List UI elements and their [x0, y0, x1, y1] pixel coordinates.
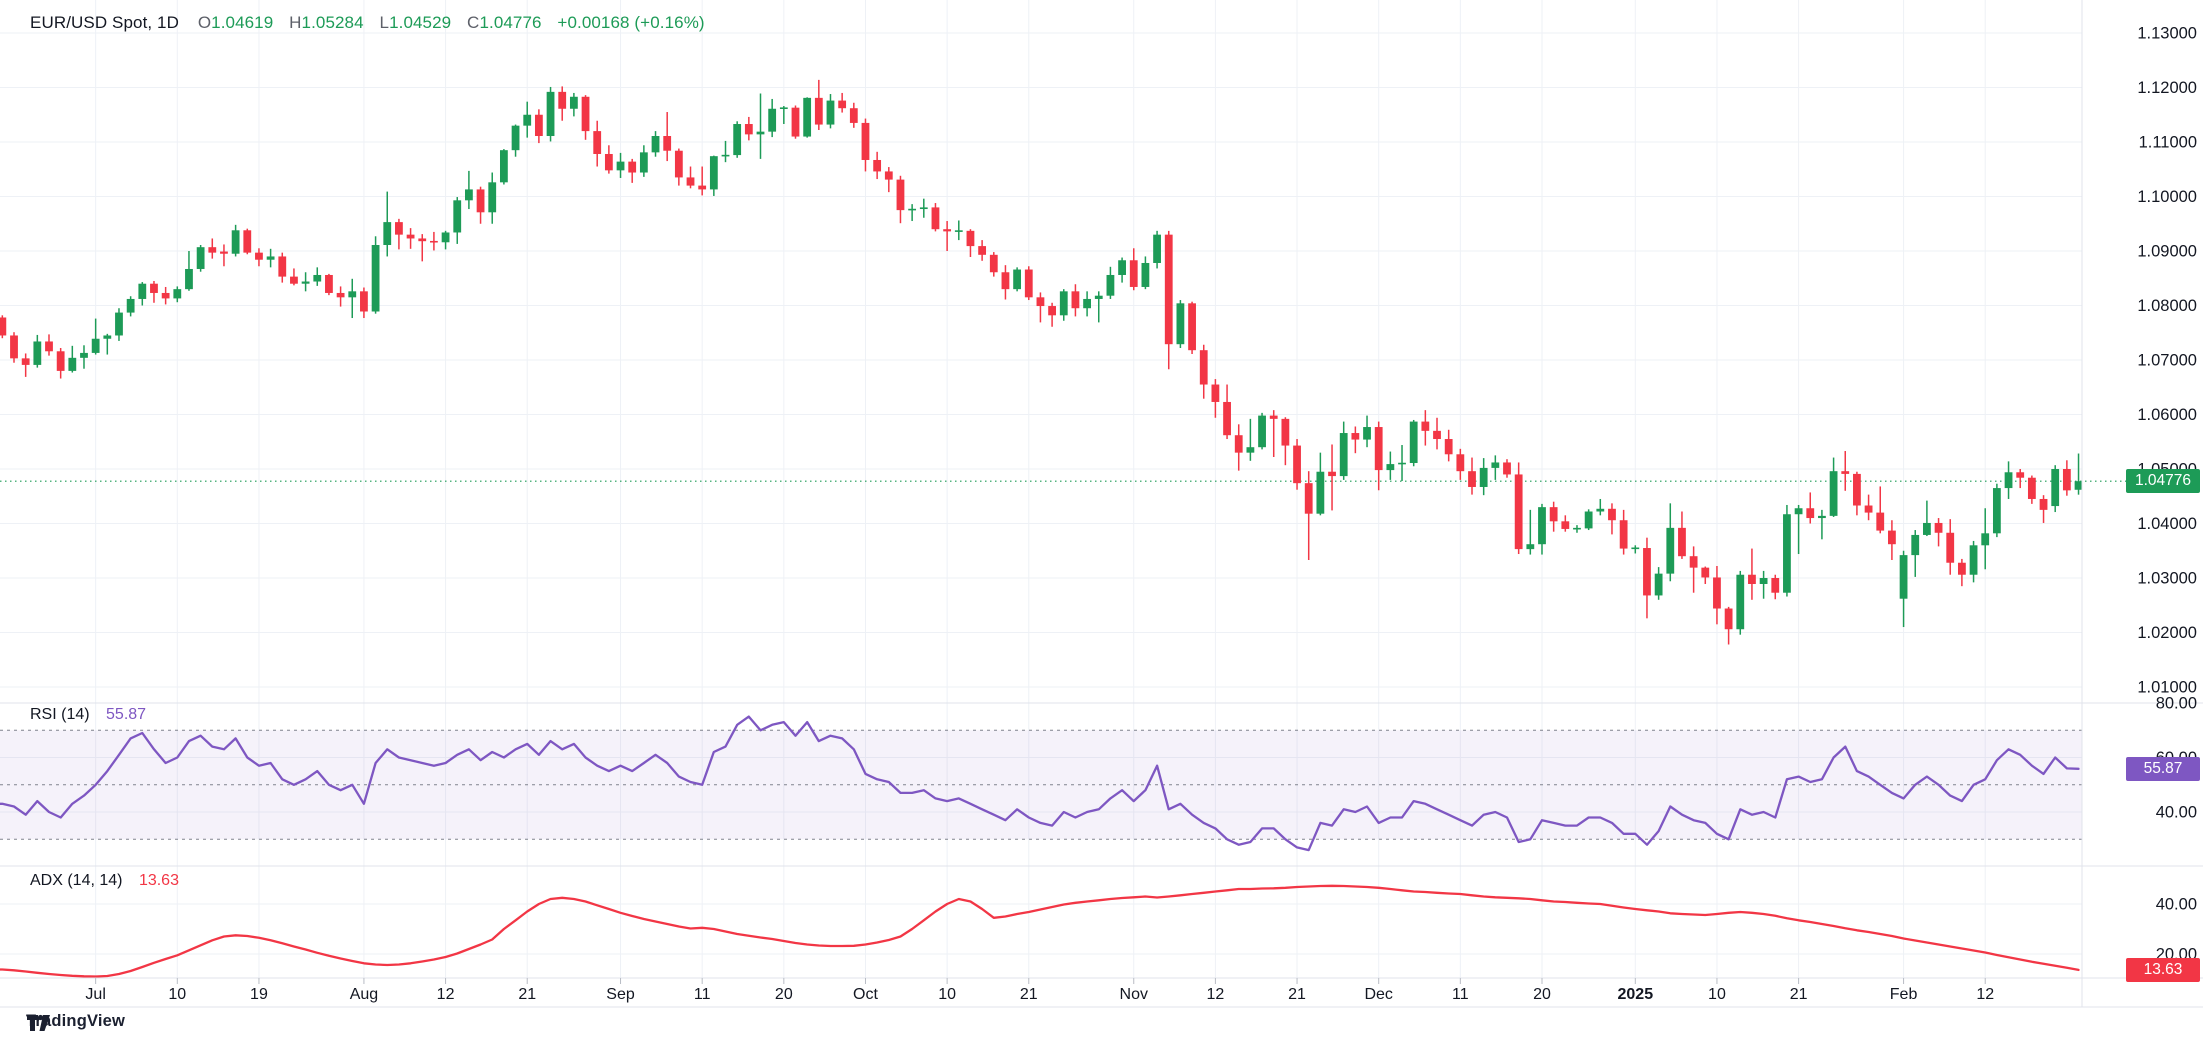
ohlc-low-value: 1.04529: [389, 13, 452, 32]
svg-text:Dec: Dec: [1364, 986, 1392, 1003]
svg-text:1.10000: 1.10000: [2137, 188, 2197, 206]
rsi-line: [0, 715, 2080, 852]
tradingview-brand-text: TradingView: [26, 1012, 126, 1030]
svg-text:1.03000: 1.03000: [2137, 570, 2197, 588]
svg-text:20: 20: [775, 986, 793, 1003]
svg-text:1.02000: 1.02000: [2137, 624, 2197, 642]
time-axis[interactable]: [0, 978, 2082, 1007]
ohlc-close-value: 1.04776: [479, 13, 542, 32]
svg-text:12: 12: [437, 986, 455, 1003]
svg-text:1.11000: 1.11000: [2139, 134, 2197, 152]
adx-line: [0, 884, 2080, 978]
svg-text:40.00: 40.00: [2156, 896, 2197, 914]
svg-text:10: 10: [1708, 986, 1726, 1003]
ohlc-high-value: 1.05284: [301, 13, 364, 32]
adx-label[interactable]: ADX (14, 14): [30, 872, 123, 889]
candlestick-series: [0, 79, 2082, 645]
svg-text:1.08000: 1.08000: [2137, 297, 2197, 315]
ohlc-close-label: C: [467, 13, 480, 32]
adx-value: 13.63: [138, 872, 179, 889]
tradingview-logo-icon: [27, 1014, 50, 1031]
adx-value-badge: 13.63: [2126, 958, 2200, 982]
symbol-title[interactable]: EUR/USD Spot, 1D: [30, 13, 179, 32]
gridlines: [0, 0, 2082, 978]
ohlc-open-value: 1.04619: [211, 13, 274, 32]
svg-text:1.09000: 1.09000: [2137, 243, 2197, 261]
svg-text:1.06000: 1.06000: [2137, 406, 2197, 424]
svg-text:12: 12: [1206, 986, 1224, 1003]
ohlc-low-label: L: [379, 13, 390, 32]
svg-text:40.00: 40.00: [2156, 804, 2197, 822]
pane-borders: [0, 0, 2203, 1008]
rsi-value-badge: 55.87: [2126, 757, 2200, 781]
svg-text:1.13000: 1.13000: [2137, 25, 2197, 43]
svg-text:1.04000: 1.04000: [2137, 515, 2197, 533]
svg-text:11: 11: [1452, 986, 1469, 1003]
svg-text:Oct: Oct: [853, 986, 878, 1003]
svg-text:12: 12: [1976, 986, 1994, 1003]
svg-text:21: 21: [1288, 986, 1306, 1003]
svg-text:80.00: 80.00: [2156, 695, 2197, 713]
change-value: +0.00168 (+0.16%): [557, 13, 705, 32]
rsi-label[interactable]: RSI (14): [30, 706, 90, 723]
tradingview-attribution[interactable]: TradingView: [26, 1012, 125, 1031]
svg-text:11: 11: [694, 986, 711, 1003]
chart-legend: EUR/USD Spot, 1D O1.04619 H1.05284 L1.04…: [30, 13, 705, 33]
rsi-value: 55.87: [106, 706, 147, 723]
svg-text:1.12000: 1.12000: [2137, 79, 2197, 97]
svg-text:Jul: Jul: [85, 986, 105, 1003]
adx-legend[interactable]: ADX (14, 14) 13.63: [30, 872, 179, 890]
svg-text:10: 10: [938, 986, 956, 1003]
svg-text:Sep: Sep: [606, 986, 635, 1003]
ohlc-high-label: H: [289, 13, 302, 32]
svg-text:10: 10: [168, 986, 186, 1003]
last-price-badge: 1.04776: [2126, 469, 2200, 493]
svg-text:Nov: Nov: [1120, 986, 1148, 1003]
svg-text:2025: 2025: [1618, 986, 1654, 1003]
svg-text:1.07000: 1.07000: [2137, 352, 2197, 370]
svg-text:21: 21: [1790, 986, 1808, 1003]
ohlc-open-label: O: [197, 13, 212, 32]
price-axis[interactable]: [2082, 0, 2203, 1007]
svg-text:20: 20: [1533, 986, 1551, 1003]
svg-text:Feb: Feb: [1890, 986, 1918, 1003]
svg-text:1.01000: 1.01000: [2137, 679, 2197, 697]
svg-text:Aug: Aug: [350, 986, 378, 1003]
svg-text:19: 19: [250, 986, 268, 1003]
svg-text:21: 21: [518, 986, 536, 1003]
rsi-legend[interactable]: RSI (14) 55.87: [30, 706, 146, 724]
svg-text:21: 21: [1020, 986, 1038, 1003]
